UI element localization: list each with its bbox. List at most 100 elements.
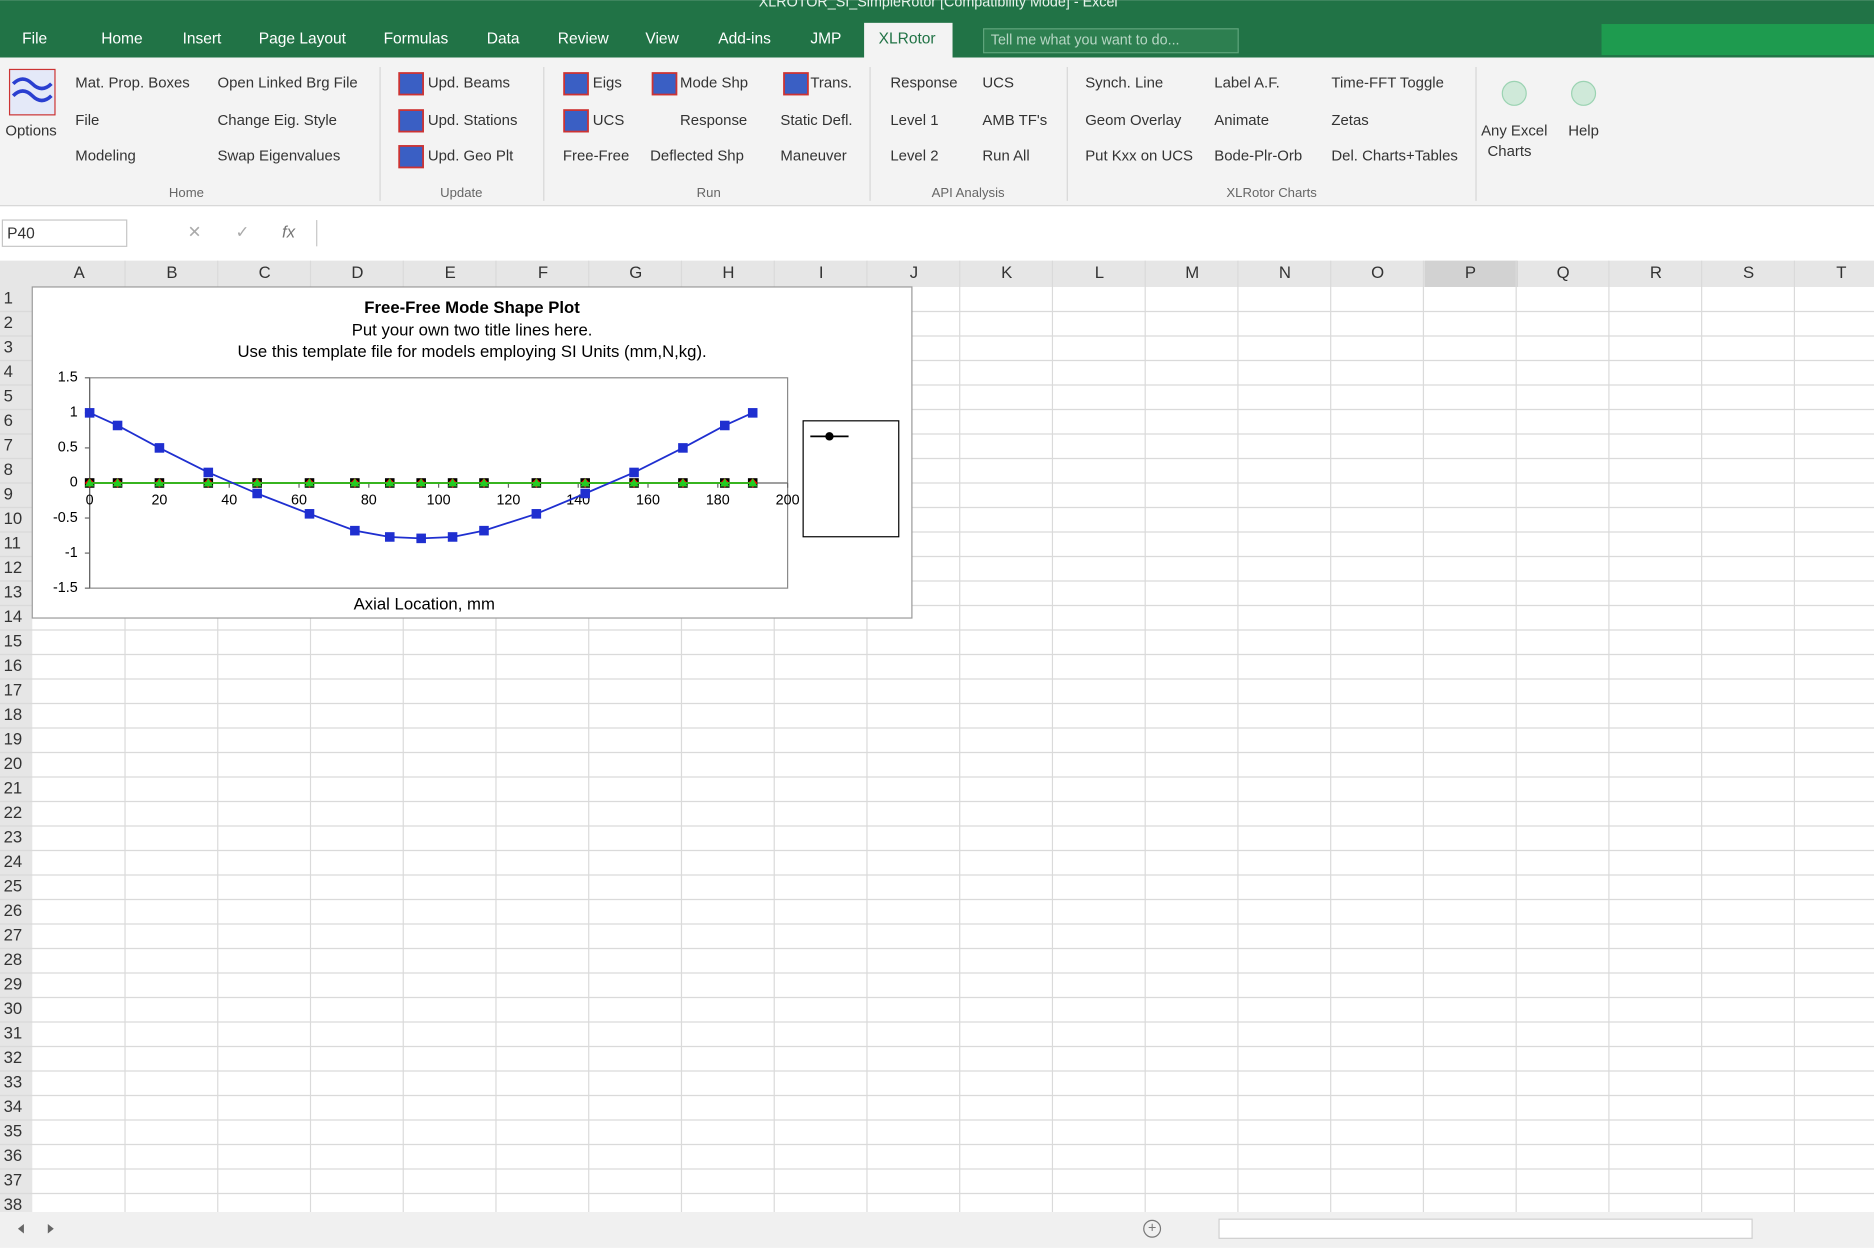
row-header[interactable]: 3 [4,338,13,357]
fx-button[interactable]: fx [282,223,296,242]
column-header[interactable]: L [1095,263,1104,282]
ribbon-tab[interactable]: Data [487,31,520,48]
ribbon-button[interactable]: Swap Eigenvalues [218,148,341,165]
ribbon-tab[interactable]: Home [101,31,142,48]
ribbon-button[interactable]: Put Kxx on UCS [1085,148,1193,165]
column-header[interactable]: E [445,263,456,282]
ribbon-button[interactable]: Upd. Beams [428,75,510,92]
column-header[interactable]: A [74,263,86,282]
ribbon-button[interactable]: Label A.F. [1214,75,1280,92]
ribbon-button[interactable]: Zetas [1331,112,1368,129]
row-header[interactable]: 31 [4,1024,23,1043]
ribbon-button[interactable]: Del. Charts+Tables [1331,148,1457,165]
tell-me-box[interactable] [983,28,1239,54]
row-header[interactable]: 4 [4,362,13,381]
ribbon-button[interactable]: Maneuver [780,148,846,165]
row-header[interactable]: 23 [4,828,23,847]
ribbon-button[interactable]: Mat. Prop. Boxes [75,75,189,92]
ribbon-button[interactable]: Level 1 [890,112,938,129]
row-header[interactable]: 21 [4,779,23,798]
ribbon-button[interactable]: Animate [1214,112,1269,129]
ribbon-button[interactable]: Free-Free [563,148,629,165]
row-header[interactable]: 2 [4,313,13,332]
ribbon-button[interactable]: Run All [982,148,1029,165]
column-header[interactable]: B [166,263,177,282]
row-header[interactable]: 22 [4,803,23,822]
row-header[interactable]: 19 [4,730,23,749]
row-header[interactable]: 32 [4,1048,23,1067]
column-header[interactable]: J [910,263,918,282]
column-header[interactable]: G [629,263,642,282]
ribbon-tab[interactable]: JMP [810,31,841,48]
ribbon-button[interactable]: Trans. [810,75,852,92]
column-header[interactable]: N [1279,263,1291,282]
ribbon-button[interactable]: Upd. Geo Plt [428,148,514,165]
row-header[interactable]: 28 [4,950,23,969]
ribbon-button[interactable]: UCS [593,112,625,129]
column-header[interactable]: F [538,263,548,282]
ribbon-button[interactable]: Deflected Shp [650,148,744,165]
column-header[interactable]: H [722,263,734,282]
row-header[interactable]: 26 [4,901,23,920]
horizontal-scrollbar[interactable] [1218,1218,1753,1239]
ribbon-tab[interactable]: Review [558,31,610,48]
ribbon-button[interactable]: Options [5,123,56,140]
ribbon-button[interactable]: Eigs [593,75,622,92]
row-header[interactable]: 7 [4,436,13,455]
row-header[interactable]: 18 [4,705,23,724]
row-header[interactable]: 16 [4,656,23,675]
ribbon-button[interactable]: Charts [1488,143,1532,160]
row-header[interactable]: 27 [4,926,23,945]
ribbon-button[interactable]: Static Defl. [780,112,852,129]
ribbon-button[interactable]: Any Excel [1481,123,1547,140]
ribbon-button[interactable]: Time-FFT Toggle [1331,75,1444,92]
ribbon-button[interactable]: Help [1568,123,1599,140]
row-header[interactable]: 14 [4,607,23,626]
column-header[interactable]: O [1371,263,1384,282]
row-header[interactable]: 8 [4,460,13,479]
ribbon-button[interactable]: Mode Shp [680,75,748,92]
row-header[interactable]: 5 [4,387,13,406]
ribbon-tab[interactable]: Page Layout [259,31,347,48]
row-header[interactable]: 20 [4,754,23,773]
column-header[interactable]: T [1836,263,1846,282]
nav-right[interactable] [47,1223,54,1234]
ribbon-tab[interactable]: Insert [183,31,222,48]
name-box[interactable] [1,219,128,247]
column-header[interactable]: K [1001,263,1012,282]
row-header[interactable]: 9 [4,485,13,504]
row-header[interactable]: 24 [4,852,23,871]
ribbon-button[interactable]: UCS [982,75,1014,92]
row-header[interactable]: 15 [4,632,23,651]
row-header[interactable]: 34 [4,1097,23,1116]
row-header[interactable]: 35 [4,1122,23,1141]
ribbon-tab[interactable]: View [645,31,679,48]
row-header[interactable]: 38 [4,1195,23,1214]
row-header[interactable]: 11 [4,534,21,553]
row-header[interactable]: 29 [4,975,23,994]
add-sheet[interactable] [1143,1219,1162,1238]
row-header[interactable]: 30 [4,999,23,1018]
column-header[interactable]: C [259,263,271,282]
row-header[interactable]: 12 [4,558,23,577]
ribbon-button[interactable]: Open Linked Brg File [218,75,358,92]
row-header[interactable]: 6 [4,411,13,430]
ribbon-button[interactable]: Bode-Plr-Orb [1214,148,1302,165]
row-header[interactable]: 36 [4,1146,23,1165]
ribbon-button[interactable]: Modeling [75,148,136,165]
row-header[interactable]: 17 [4,681,23,700]
row-header[interactable]: 37 [4,1171,23,1190]
column-header[interactable]: D [351,263,363,282]
ribbon-button[interactable]: Upd. Stations [428,112,518,129]
ribbon-tab[interactable]: XLRotor [879,31,936,48]
ribbon-button[interactable]: Synch. Line [1085,75,1163,92]
row-header[interactable]: 33 [4,1073,23,1092]
ribbon-button[interactable]: Response [890,75,957,92]
ribbon-button[interactable]: AMB TF's [982,112,1047,129]
row-header[interactable]: 13 [4,583,23,602]
ribbon-button[interactable]: File [75,112,99,129]
tell-me-text[interactable]: Tell me what you want to do... [991,33,1180,49]
ribbon-button[interactable]: Response [680,112,747,129]
ribbon-tab[interactable]: Add-ins [718,31,771,48]
ribbon-button[interactable]: Change Eig. Style [218,112,337,129]
